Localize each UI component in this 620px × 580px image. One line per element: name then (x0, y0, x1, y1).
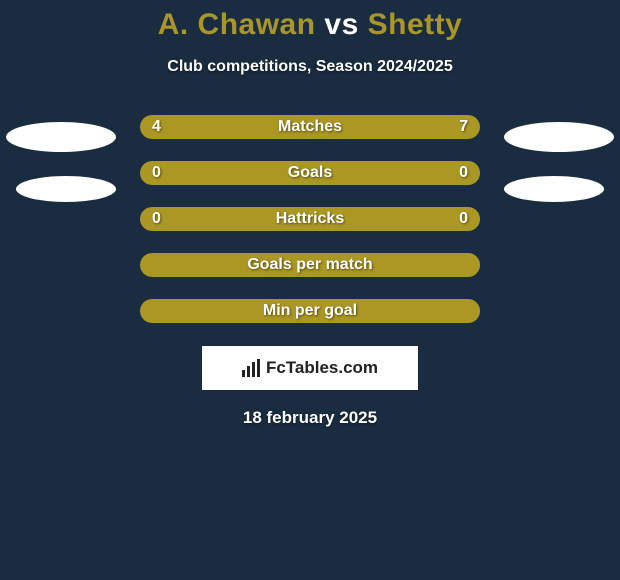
comparison-card: A. Chawan vs Shetty Club competitions, S… (0, 0, 620, 428)
stat-bar: Goals0 0 (140, 161, 480, 185)
player2-badge-icon (504, 122, 614, 152)
title-vs: vs (324, 8, 358, 41)
title-player2: Shetty (368, 8, 463, 41)
stat-row: Min per goal (0, 288, 620, 334)
stat-label: Min per goal (140, 299, 480, 323)
player1-badge-icon (6, 122, 116, 152)
subtitle: Club competitions, Season 2024/2025 (0, 58, 620, 76)
stat-row: Hattricks0 0 (0, 196, 620, 242)
bar-chart-icon (242, 359, 260, 377)
title-player1: A. Chawan (158, 8, 316, 41)
stat-bar: Hattricks0 0 (140, 207, 480, 231)
stat-bar: Min per goal (140, 299, 480, 323)
stat-row: Goals per match (0, 242, 620, 288)
stat-value-left: 0 (152, 207, 161, 231)
player1-badge-icon (16, 176, 116, 202)
stat-value-left: 0 (152, 161, 161, 185)
stat-value-right: 7 (459, 115, 468, 139)
stat-value-right: 0 (459, 207, 468, 231)
brand-text: FcTables.com (266, 358, 378, 378)
player2-badge-icon (504, 176, 604, 202)
date-text: 18 february 2025 (0, 408, 620, 428)
stat-value-left: 4 (152, 115, 161, 139)
stat-bar: Matches4 7 (140, 115, 480, 139)
stat-label: Matches (140, 115, 480, 139)
stat-label: Goals (140, 161, 480, 185)
stat-label: Goals per match (140, 253, 480, 277)
stat-bar: Goals per match (140, 253, 480, 277)
page-title: A. Chawan vs Shetty (0, 8, 620, 42)
stat-value-right: 0 (459, 161, 468, 185)
stat-label: Hattricks (140, 207, 480, 231)
brand-box[interactable]: FcTables.com (202, 346, 418, 390)
